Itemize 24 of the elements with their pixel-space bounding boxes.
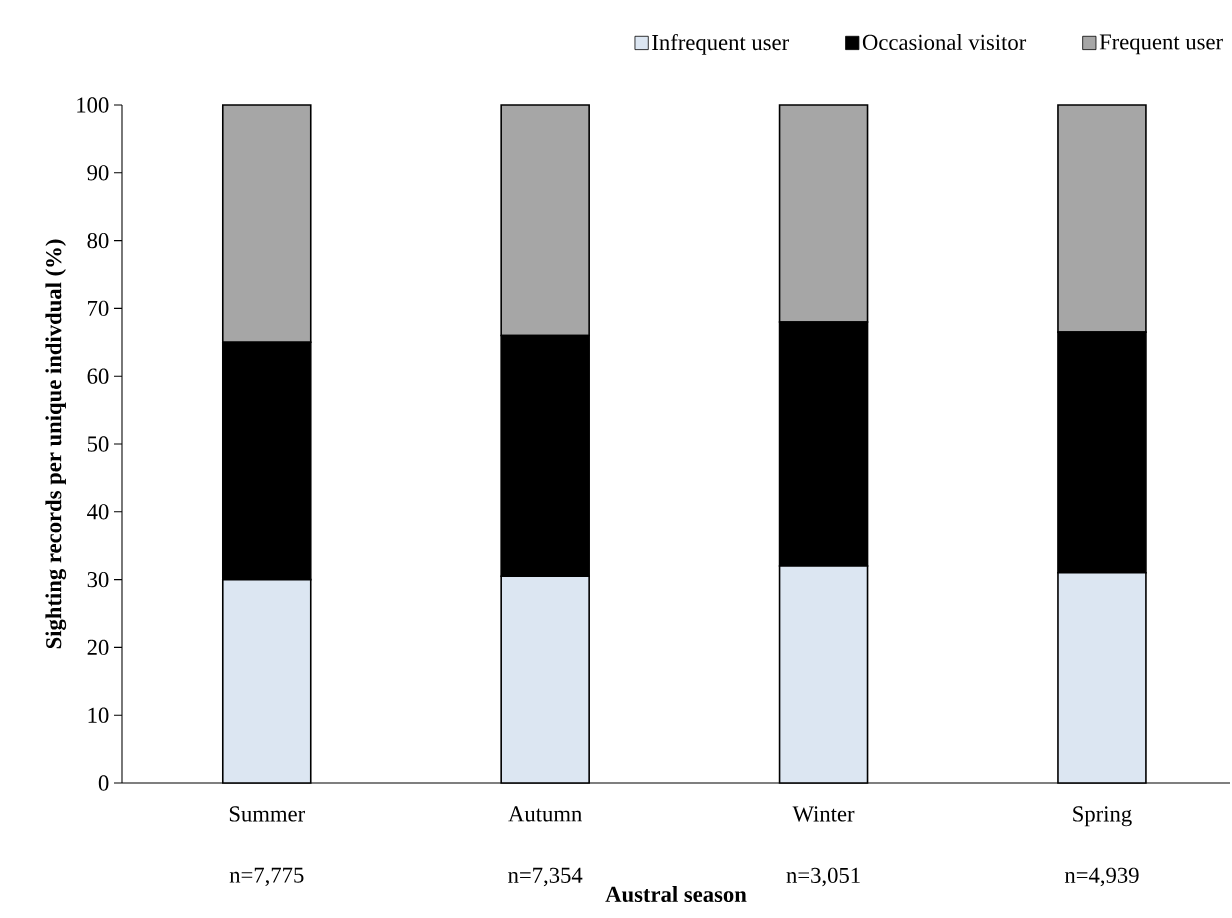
text: n=7,775 <box>229 867 304 887</box>
x-axis-title: Austral season <box>605 886 747 903</box>
y-tick-label: 10 <box>88 707 109 723</box>
y-tick-label: 100 <box>77 97 109 113</box>
y-tick-label: 60 <box>87 368 109 384</box>
text: n=7,354 <box>508 867 583 887</box>
legend-label: Occasional visitor <box>862 34 1027 51</box>
y-tick-label: 70 <box>88 300 109 317</box>
y-tick-label: 40 <box>87 504 109 520</box>
y-tick-label: 20 <box>87 639 109 656</box>
text: n=3,051 <box>786 867 860 887</box>
y-axis-title: Sighting records per unique indivdual (%) <box>45 239 67 649</box>
x-tick-label: Winter <box>792 806 855 822</box>
y-tick-label: 30 <box>87 571 109 588</box>
x-tick-label: Spring <box>1073 806 1132 827</box>
x-tick-label: Summer <box>229 806 305 822</box>
y-tick-label: 0 <box>98 775 109 791</box>
y-tick-label: 80 <box>87 232 109 249</box>
x-tick-label: Autumn <box>508 806 582 822</box>
y-tick-label: 90 <box>87 165 109 181</box>
text: n=4,939 <box>1064 867 1139 887</box>
legend-label: Frequent user <box>1099 34 1223 55</box>
y-tick-label: 50 <box>87 436 109 452</box>
legend-label: Infrequent user <box>652 33 789 55</box>
